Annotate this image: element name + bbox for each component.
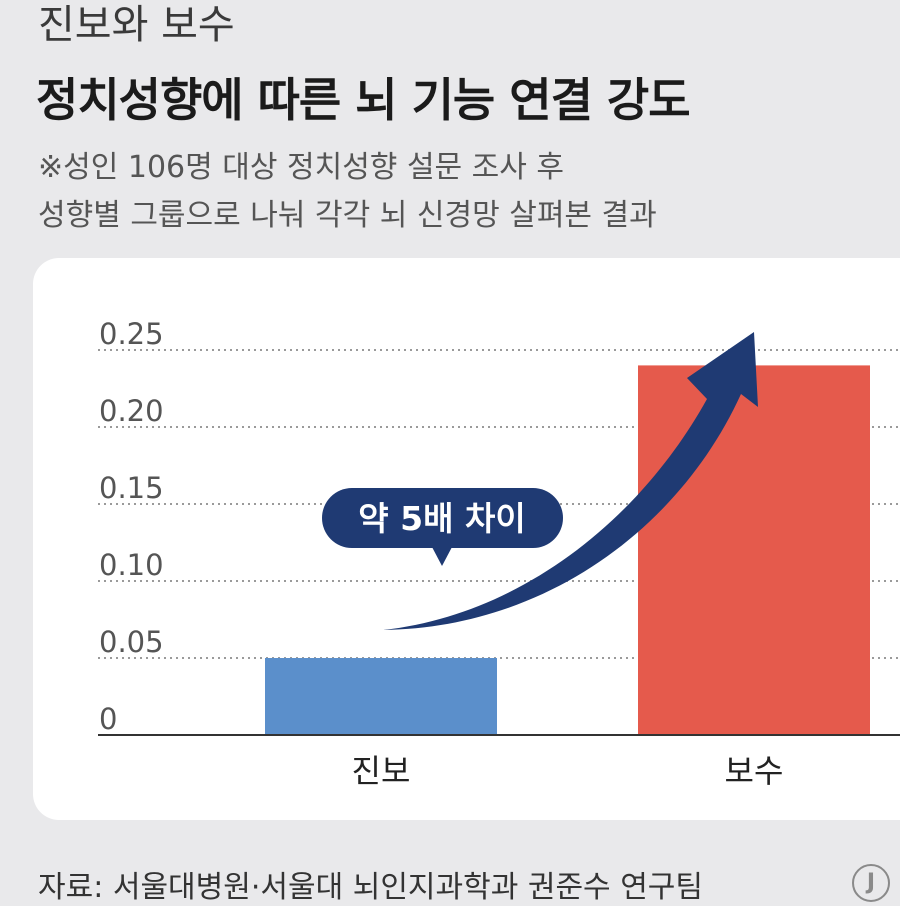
annotation-callout: 약 5배 차이 (322, 488, 563, 566)
bars (265, 365, 870, 735)
y-axis-ticks: 0 0.05 0.10 0.15 0.20 0.25 (99, 317, 164, 736)
source-credit: 자료: 서울대병원·서울대 뇌인지과학과 권준수 연구팀 (38, 870, 703, 905)
y-tick-label: 0.20 (99, 394, 164, 428)
publisher-logo: J (852, 864, 890, 902)
x-category-label: 보수 (725, 752, 784, 790)
bar-progressive (265, 658, 497, 735)
callout-bubble (322, 488, 563, 548)
y-tick-label: 0.10 (99, 548, 164, 582)
note-line-2: 성향별 그룹으로 나눠 각각 뇌 신경망 살펴본 결과 (38, 198, 657, 233)
y-tick-label: 0 (99, 702, 117, 736)
callout-pointer (432, 547, 452, 566)
y-tick-label: 0.15 (99, 471, 164, 505)
header-title: 정치성향에 따른 뇌 기능 연결 강도 (36, 73, 691, 127)
grid-lines (98, 349, 900, 659)
bar-conservative (638, 365, 870, 735)
x-category-label: 진보 (352, 752, 411, 790)
x-axis-labels: 진보 보수 (352, 752, 784, 790)
note-line-1: ※성인 106명 대상 정치성향 설문 조사 후 (38, 150, 565, 185)
y-tick-label: 0.05 (99, 625, 164, 659)
y-tick-label: 0.25 (99, 317, 164, 351)
header-subtitle: 진보와 보수 (38, 2, 235, 48)
trend-arrow (383, 332, 758, 630)
callout-text: 약 5배 차이 (358, 499, 525, 538)
